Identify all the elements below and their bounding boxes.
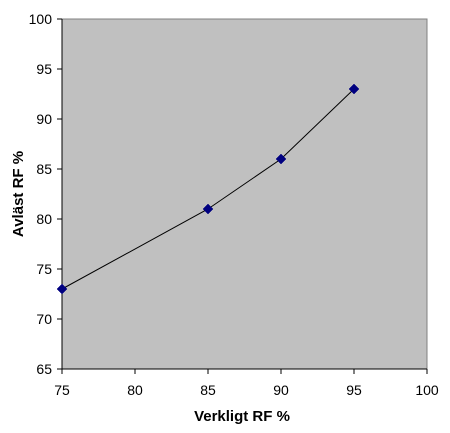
data-point-marker <box>348 83 360 95</box>
x-tick-label: 75 <box>54 382 70 398</box>
y-axis-title: Avläst RF % <box>10 151 27 237</box>
series-markers <box>56 83 360 295</box>
x-tick-label: 95 <box>346 382 362 398</box>
y-tick-label: 80 <box>36 211 52 227</box>
y-tick-label: 70 <box>36 311 52 327</box>
y-tick-label: 95 <box>36 61 52 77</box>
x-axis: 75 80 85 90 95 100 <box>54 368 439 398</box>
x-axis-title: Verkligt RF % <box>194 408 290 425</box>
data-point-marker <box>202 203 214 215</box>
y-tick-label: 90 <box>36 111 52 127</box>
data-point-marker <box>56 283 68 295</box>
x-tick-label: 90 <box>273 382 289 398</box>
y-tick-label: 75 <box>36 261 52 277</box>
y-tick-label: 100 <box>29 11 53 27</box>
y-tick-label: 65 <box>36 361 52 377</box>
x-tick-label: 80 <box>127 382 143 398</box>
y-axis: 65 70 75 80 85 90 95 100 <box>29 11 63 377</box>
y-tick-label: 85 <box>36 161 52 177</box>
series-line <box>61 88 355 290</box>
x-tick-label: 100 <box>415 382 439 398</box>
plot-area <box>61 18 428 370</box>
data-point-marker <box>275 153 287 165</box>
x-tick-label: 85 <box>200 382 216 398</box>
